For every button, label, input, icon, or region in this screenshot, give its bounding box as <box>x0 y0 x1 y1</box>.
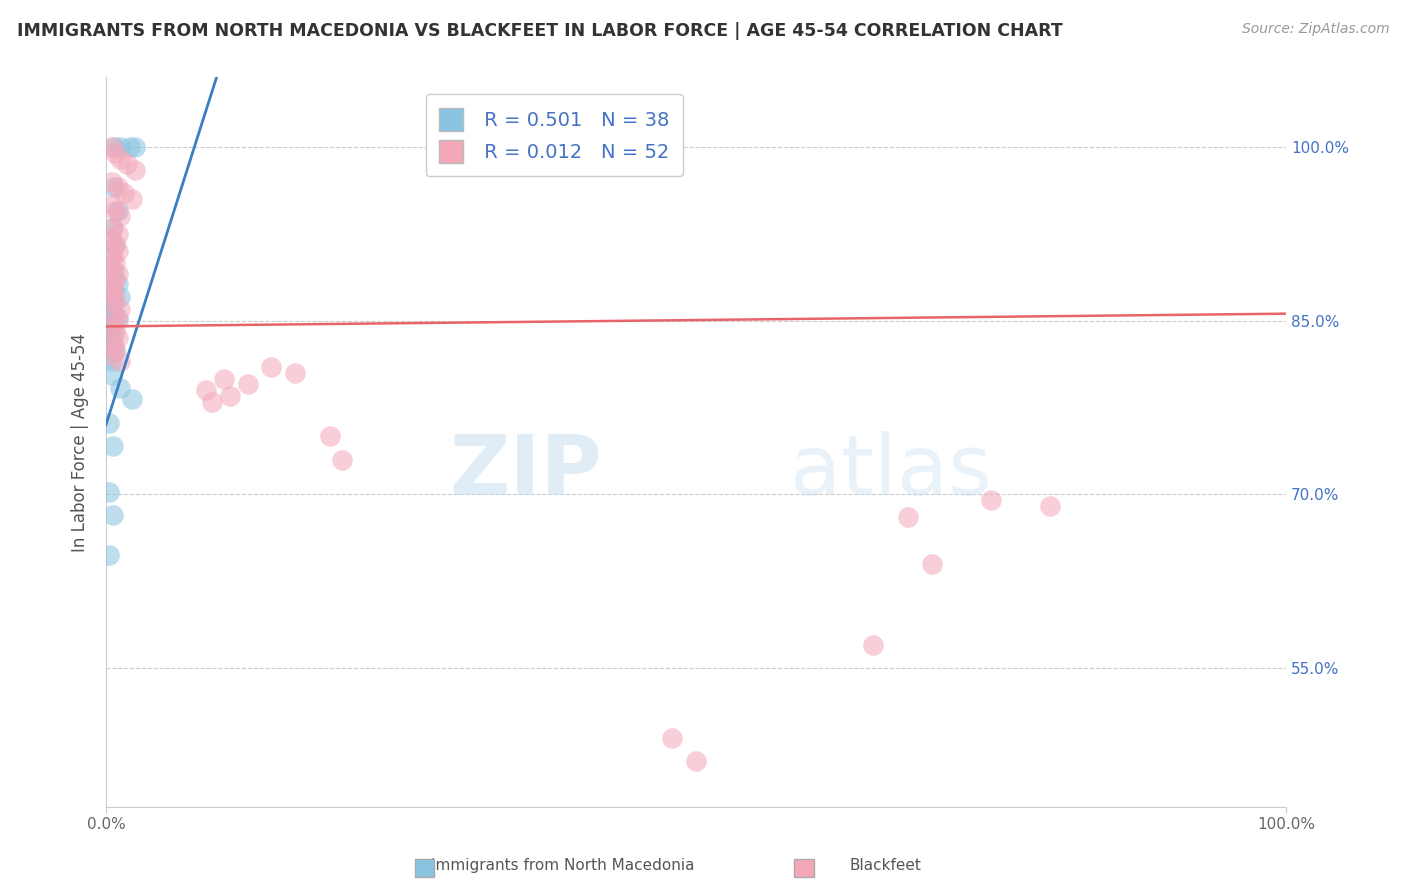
Point <box>103 140 125 154</box>
Point <box>98 334 121 348</box>
Text: Immigrants from North Macedonia: Immigrants from North Macedonia <box>430 858 695 872</box>
Point <box>101 221 124 235</box>
Point <box>98 485 121 500</box>
Point <box>101 439 124 453</box>
Point <box>921 557 943 571</box>
Point <box>104 325 127 339</box>
Point <box>107 311 129 326</box>
Point <box>218 389 240 403</box>
Point <box>108 140 131 154</box>
Point <box>1039 499 1062 513</box>
Text: Source: ZipAtlas.com: Source: ZipAtlas.com <box>1241 22 1389 37</box>
Point <box>103 316 125 330</box>
Text: IMMIGRANTS FROM NORTH MACEDONIA VS BLACKFEET IN LABOR FORCE | AGE 45-54 CORRELAT: IMMIGRANTS FROM NORTH MACEDONIA VS BLACK… <box>17 22 1063 40</box>
Point <box>101 322 124 336</box>
Point <box>101 368 124 382</box>
Point <box>107 268 129 282</box>
Point <box>685 754 707 768</box>
Point <box>101 261 124 276</box>
Y-axis label: In Labor Force | Age 45-54: In Labor Force | Age 45-54 <box>72 333 89 552</box>
Point <box>101 508 124 523</box>
Point <box>195 383 218 397</box>
Point <box>897 510 920 524</box>
Point <box>104 203 127 218</box>
Point <box>108 354 131 368</box>
Point <box>101 348 124 362</box>
Point <box>236 377 259 392</box>
Point <box>260 359 283 374</box>
Point <box>103 296 125 310</box>
Point <box>112 186 135 201</box>
Point <box>104 290 127 304</box>
Point <box>108 210 131 224</box>
Point <box>104 343 127 357</box>
Point <box>98 325 121 339</box>
Point <box>101 330 124 344</box>
Point <box>101 308 124 322</box>
Point <box>101 319 124 334</box>
Text: atlas: atlas <box>790 431 993 512</box>
Point <box>98 548 121 562</box>
Point <box>107 227 129 241</box>
Point <box>107 277 129 291</box>
Point <box>101 296 124 310</box>
Point <box>108 290 131 304</box>
Point <box>121 192 143 206</box>
Point <box>98 348 121 362</box>
Point <box>108 381 131 395</box>
Point <box>100 300 122 314</box>
Point <box>104 256 127 270</box>
Point <box>103 180 125 194</box>
Point <box>100 250 122 264</box>
Point <box>107 313 129 327</box>
Point <box>212 371 235 385</box>
Point <box>101 281 124 295</box>
Point <box>107 203 129 218</box>
Point <box>101 233 124 247</box>
Point <box>284 366 307 380</box>
Point <box>104 145 127 160</box>
Point <box>98 319 121 334</box>
Point <box>108 301 131 316</box>
Legend:  R = 0.501   N = 38,  R = 0.012   N = 52: R = 0.501 N = 38, R = 0.012 N = 52 <box>426 95 683 177</box>
Point <box>101 354 124 368</box>
Point <box>115 157 138 171</box>
Point <box>100 287 122 301</box>
Point <box>101 198 124 212</box>
Point <box>107 331 129 345</box>
Point <box>107 180 129 194</box>
Point <box>104 238 127 252</box>
Point <box>201 394 224 409</box>
Point <box>101 175 124 189</box>
Point <box>104 343 127 358</box>
Text: ZIP: ZIP <box>449 431 602 512</box>
Point <box>100 313 122 327</box>
Point <box>118 140 141 154</box>
Point <box>330 452 353 467</box>
Point <box>101 221 124 235</box>
Point <box>101 250 124 264</box>
Point <box>98 416 121 430</box>
Point <box>101 140 124 154</box>
Point <box>124 140 146 154</box>
Point <box>101 339 124 353</box>
Point <box>107 244 129 259</box>
Point <box>101 336 124 351</box>
Point <box>124 163 146 178</box>
Point <box>862 638 884 652</box>
Point <box>100 301 122 316</box>
Point <box>319 429 342 443</box>
Point <box>661 731 683 745</box>
Point <box>104 308 127 322</box>
Point <box>103 264 125 278</box>
Point <box>101 278 124 293</box>
Point <box>104 273 127 287</box>
Point <box>121 392 143 407</box>
Point <box>108 152 131 166</box>
Point <box>101 285 124 299</box>
Point <box>104 238 127 252</box>
Text: Blackfeet: Blackfeet <box>849 858 922 872</box>
Point <box>980 493 1002 508</box>
